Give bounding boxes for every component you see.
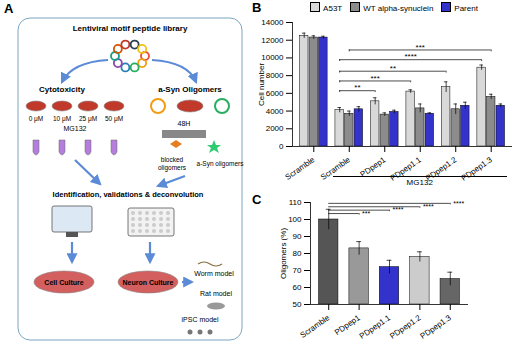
svg-text:90: 90 xyxy=(293,232,302,241)
svg-text:Worm model: Worm model xyxy=(194,270,234,277)
svg-text:Cytotoxicity: Cytotoxicity xyxy=(39,85,85,94)
svg-text:Rat model: Rat model xyxy=(200,290,232,297)
svg-text:Neuron Culture: Neuron Culture xyxy=(123,279,174,286)
svg-text:Cell Culture: Cell Culture xyxy=(44,279,83,286)
svg-text:0: 0 xyxy=(279,142,284,151)
svg-text:100: 100 xyxy=(288,215,302,224)
svg-text:***: *** xyxy=(416,43,425,52)
svg-text:50: 50 xyxy=(293,300,302,309)
svg-text:60: 60 xyxy=(293,283,302,292)
svg-text:MG132: MG132 xyxy=(64,125,87,132)
svg-text:8000: 8000 xyxy=(266,71,284,80)
svg-text:25 μM: 25 μM xyxy=(79,115,97,123)
svg-text:2000: 2000 xyxy=(266,124,284,133)
svg-text:Scramble: Scramble xyxy=(298,313,331,340)
svg-text:Oligomers (%): Oligomers (%) xyxy=(279,228,288,279)
svg-text:Lentiviral motif peptide libra: Lentiviral motif peptide library xyxy=(73,24,188,33)
svg-text:14000: 14000 xyxy=(261,18,284,27)
svg-text:70: 70 xyxy=(293,266,302,275)
svg-text:50 μM: 50 μM xyxy=(105,115,123,123)
svg-text:4000: 4000 xyxy=(266,107,284,116)
svg-text:PDpep1.3: PDpep1.3 xyxy=(419,313,454,341)
svg-text:****: **** xyxy=(453,200,464,207)
svg-text:110: 110 xyxy=(289,198,302,207)
svg-text:12000: 12000 xyxy=(261,36,284,45)
svg-text:A: A xyxy=(4,1,14,16)
svg-text:80: 80 xyxy=(293,249,302,258)
svg-text:Cell number: Cell number xyxy=(257,63,266,106)
svg-text:a-Syn Oligomers: a-Syn Oligomers xyxy=(158,85,222,94)
svg-text:****: **** xyxy=(393,206,404,213)
svg-text:**: ** xyxy=(390,64,396,73)
svg-text:iPSC model: iPSC model xyxy=(182,316,219,323)
svg-text:***: *** xyxy=(371,74,380,83)
svg-text:oligomers: oligomers xyxy=(158,164,187,172)
svg-text:Identification, validations &: Identification, validations & deconvolut… xyxy=(53,190,204,199)
svg-text:****: **** xyxy=(423,203,434,210)
svg-text:***: *** xyxy=(362,210,370,217)
svg-text:Scramble: Scramble xyxy=(284,155,317,182)
svg-text:**: ** xyxy=(354,83,360,92)
svg-text:a-Syn oligomers: a-Syn oligomers xyxy=(197,160,245,168)
svg-text:6000: 6000 xyxy=(266,89,284,98)
svg-text:48H: 48H xyxy=(178,120,191,127)
svg-text:10000: 10000 xyxy=(261,53,284,62)
svg-text:PDpep1.1: PDpep1.1 xyxy=(358,313,393,341)
svg-text:Scramble: Scramble xyxy=(319,155,352,182)
svg-text:****: **** xyxy=(404,52,416,61)
svg-text:PDpep1.3: PDpep1.3 xyxy=(460,155,495,183)
svg-text:PDpep1.2: PDpep1.2 xyxy=(388,313,423,341)
svg-text:10 μM: 10 μM xyxy=(53,115,71,123)
svg-text:0 μM: 0 μM xyxy=(29,115,44,123)
svg-text:blocked: blocked xyxy=(161,156,184,163)
